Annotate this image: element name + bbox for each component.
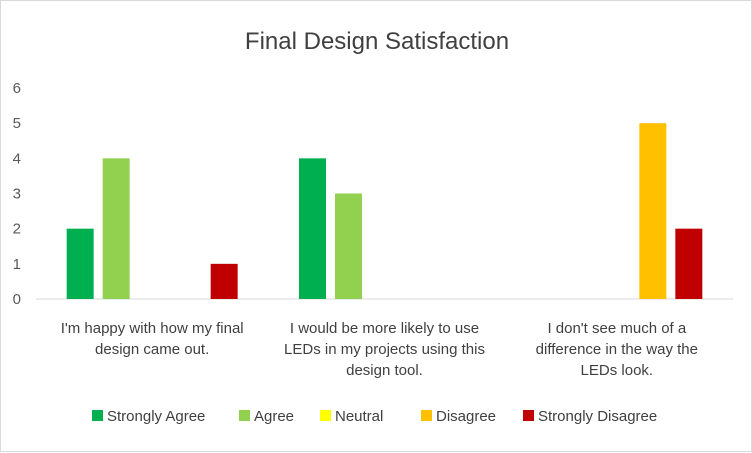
legend-label: Disagree — [436, 408, 496, 425]
legend-swatch — [320, 410, 331, 421]
bar — [335, 193, 362, 299]
y-axis: 0 1 2 3 4 5 6 — [13, 80, 21, 308]
bar — [66, 228, 94, 299]
category-label: design came out. — [95, 341, 209, 358]
category-label: I would be more likely to use — [290, 320, 479, 337]
category-label: design tool. — [346, 362, 423, 379]
bar — [639, 123, 667, 300]
legend-label: Strongly Disagree — [538, 408, 657, 425]
y-tick-label: 6 — [13, 80, 21, 97]
y-tick-label: 3 — [13, 186, 21, 203]
category-label: LEDs in my projects using this — [284, 341, 485, 358]
legend-swatch — [92, 410, 103, 421]
bar — [299, 158, 326, 299]
y-tick-label: 4 — [13, 150, 21, 167]
legend-swatch — [421, 410, 432, 421]
legend-label: Agree — [254, 408, 294, 425]
bars-group — [66, 123, 703, 300]
y-tick-label: 0 — [13, 291, 21, 308]
category-label: difference in the way the — [536, 341, 698, 358]
legend-label: Strongly Agree — [107, 408, 205, 425]
legend: Strongly Agree Agree Neutral Disagree Strong… — [92, 408, 657, 425]
legend-label: Neutral — [335, 408, 383, 425]
y-tick-label: 5 — [13, 115, 21, 132]
bar — [210, 263, 238, 299]
category-labels: I'm happy with how my final design came o… — [61, 320, 698, 379]
bar — [102, 158, 130, 299]
category-label: I'm happy with how my final — [61, 320, 244, 337]
chart-title: Final Design Satisfaction — [245, 28, 509, 55]
y-tick-label: 2 — [13, 221, 21, 238]
legend-swatch — [523, 410, 534, 421]
legend-swatch — [239, 410, 250, 421]
bar — [675, 228, 703, 299]
y-tick-label: 1 — [13, 256, 21, 273]
category-label: I don't see much of a — [547, 320, 686, 337]
category-label: LEDs look. — [581, 362, 654, 379]
